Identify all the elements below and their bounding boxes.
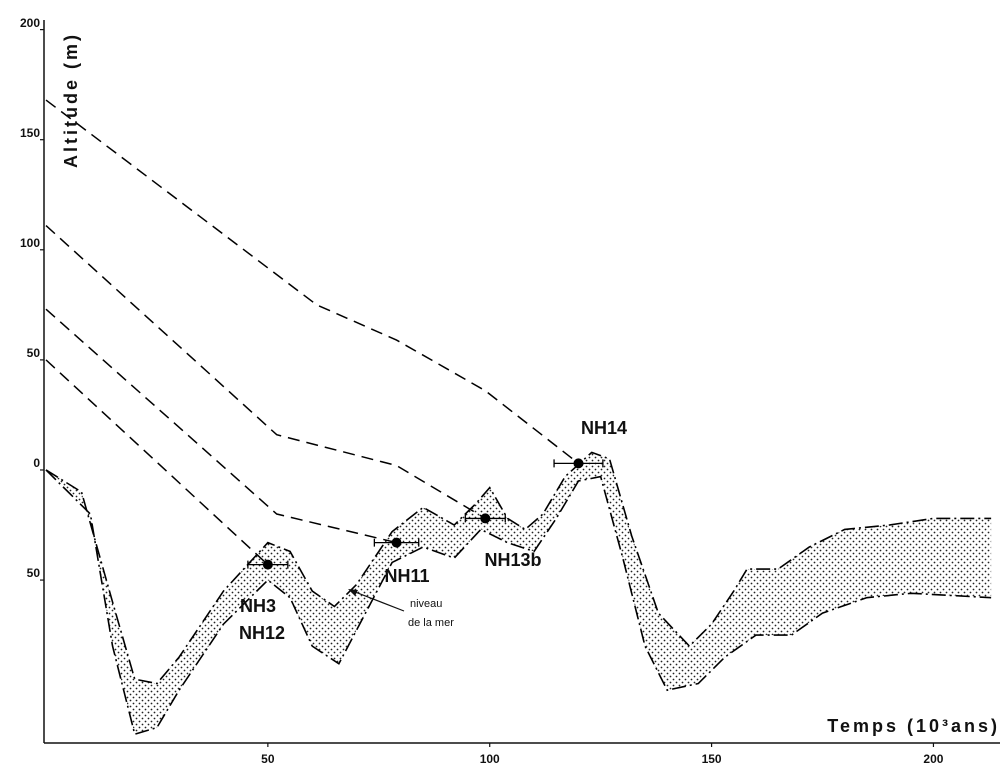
terrace-line: [45, 99, 579, 464]
annotation: NH11: [384, 566, 429, 586]
x-tick-label: 200: [923, 752, 943, 766]
annotation: NH3: [240, 596, 276, 616]
data-point: [573, 458, 584, 469]
x-tick-label: 150: [702, 752, 722, 766]
x-axis-label: Temps (10³ans): [827, 716, 1000, 736]
annotation: NH13b: [484, 550, 541, 570]
y-tick-label: 200: [20, 16, 40, 30]
y-tick-label: 50: [27, 566, 41, 580]
y-tick-label: 0: [33, 456, 40, 470]
data-point: [262, 559, 273, 570]
terrace-line: [45, 225, 486, 520]
plot-area: [45, 99, 992, 736]
annotation: NH14: [581, 418, 627, 438]
annotation-arrow: [349, 589, 405, 612]
sea-level-curve: [45, 469, 992, 736]
y-tick-label: 100: [20, 236, 40, 250]
x-tick-label: 50: [261, 752, 275, 766]
arrow-head: [348, 589, 358, 596]
data-point: [480, 513, 491, 524]
sea-level-band: [46, 452, 992, 735]
annotation: NH12: [239, 623, 285, 643]
x-tick-label: 100: [480, 752, 500, 766]
y-tick-label: 50: [27, 346, 41, 360]
y-tick-label: 150: [20, 126, 40, 140]
sea-level-curve: [45, 451, 992, 685]
y-axis-label: Altitude (m): [61, 32, 81, 168]
annotation: niveau: [410, 598, 442, 610]
terrace-line: [45, 308, 397, 544]
terrace-line: [45, 359, 269, 566]
data-point: [391, 537, 402, 548]
annotation: de la mer: [408, 617, 454, 629]
